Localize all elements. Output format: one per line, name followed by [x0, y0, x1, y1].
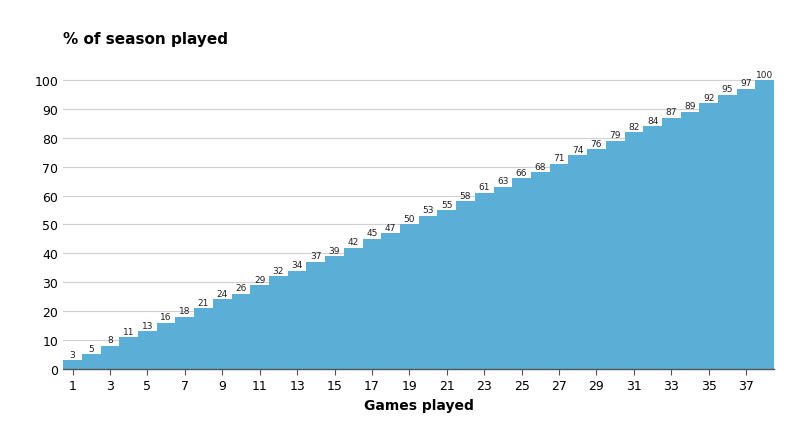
Text: 74: 74 [572, 145, 584, 155]
Text: 47: 47 [385, 223, 397, 232]
Bar [194, 309, 213, 369]
Bar [699, 104, 718, 369]
Bar [755, 81, 774, 369]
Bar [718, 95, 737, 369]
Bar [307, 262, 325, 369]
Bar [363, 239, 382, 369]
Text: 45: 45 [367, 229, 378, 238]
Bar [625, 133, 643, 369]
Text: 39: 39 [329, 246, 340, 255]
Text: 26: 26 [235, 283, 246, 293]
Text: 92: 92 [703, 93, 714, 102]
Text: 68: 68 [535, 163, 546, 171]
Text: 21: 21 [198, 298, 209, 307]
Bar [250, 286, 269, 369]
Bar [82, 355, 100, 369]
Bar [587, 150, 606, 369]
Bar [456, 202, 475, 369]
Bar [138, 332, 156, 369]
Text: 16: 16 [160, 312, 172, 321]
Bar [419, 216, 438, 369]
Text: 37: 37 [310, 252, 322, 261]
Text: 63: 63 [497, 177, 509, 186]
Text: 76: 76 [591, 140, 602, 148]
Text: 66: 66 [516, 168, 528, 178]
Text: 71: 71 [553, 154, 565, 163]
Bar [438, 210, 456, 369]
Text: % of season played: % of season played [63, 32, 228, 47]
Bar [156, 323, 175, 369]
Text: 8: 8 [107, 335, 113, 345]
Bar [512, 179, 531, 369]
Bar [175, 317, 194, 369]
Text: 11: 11 [123, 327, 134, 336]
Bar [213, 300, 231, 369]
Bar [400, 225, 419, 369]
Text: 50: 50 [404, 214, 415, 224]
Bar [63, 360, 82, 369]
Bar [737, 89, 755, 369]
Bar [269, 277, 288, 369]
Text: 58: 58 [460, 191, 471, 201]
Text: 24: 24 [216, 289, 228, 298]
Bar [382, 233, 400, 369]
X-axis label: Games played: Games played [363, 398, 474, 412]
Text: 82: 82 [628, 122, 640, 131]
Bar [100, 346, 119, 369]
Bar [325, 256, 344, 369]
Bar [494, 187, 512, 369]
Text: 79: 79 [609, 131, 621, 140]
Bar [344, 248, 363, 369]
Text: 61: 61 [479, 183, 490, 192]
Bar [568, 156, 587, 369]
Text: 29: 29 [254, 275, 265, 284]
Bar [606, 141, 625, 369]
Bar [288, 271, 307, 369]
Text: 18: 18 [179, 307, 190, 316]
Bar [119, 337, 138, 369]
Text: 95: 95 [722, 85, 733, 94]
Bar [231, 294, 250, 369]
Bar [643, 127, 662, 369]
Text: 32: 32 [273, 266, 284, 275]
Text: 55: 55 [441, 200, 453, 209]
Bar [662, 118, 681, 369]
Text: 100: 100 [756, 70, 773, 79]
Text: 89: 89 [684, 102, 696, 111]
Text: 87: 87 [665, 108, 677, 117]
Bar [550, 164, 568, 369]
Text: 34: 34 [292, 260, 303, 270]
Bar [681, 112, 699, 369]
Text: 84: 84 [647, 117, 658, 125]
Bar [475, 193, 494, 369]
Text: 13: 13 [141, 321, 153, 330]
Text: 42: 42 [348, 237, 359, 247]
Bar [531, 173, 550, 369]
Text: 97: 97 [740, 79, 752, 88]
Text: 53: 53 [423, 206, 434, 215]
Text: 5: 5 [88, 344, 94, 353]
Text: 3: 3 [70, 350, 75, 359]
